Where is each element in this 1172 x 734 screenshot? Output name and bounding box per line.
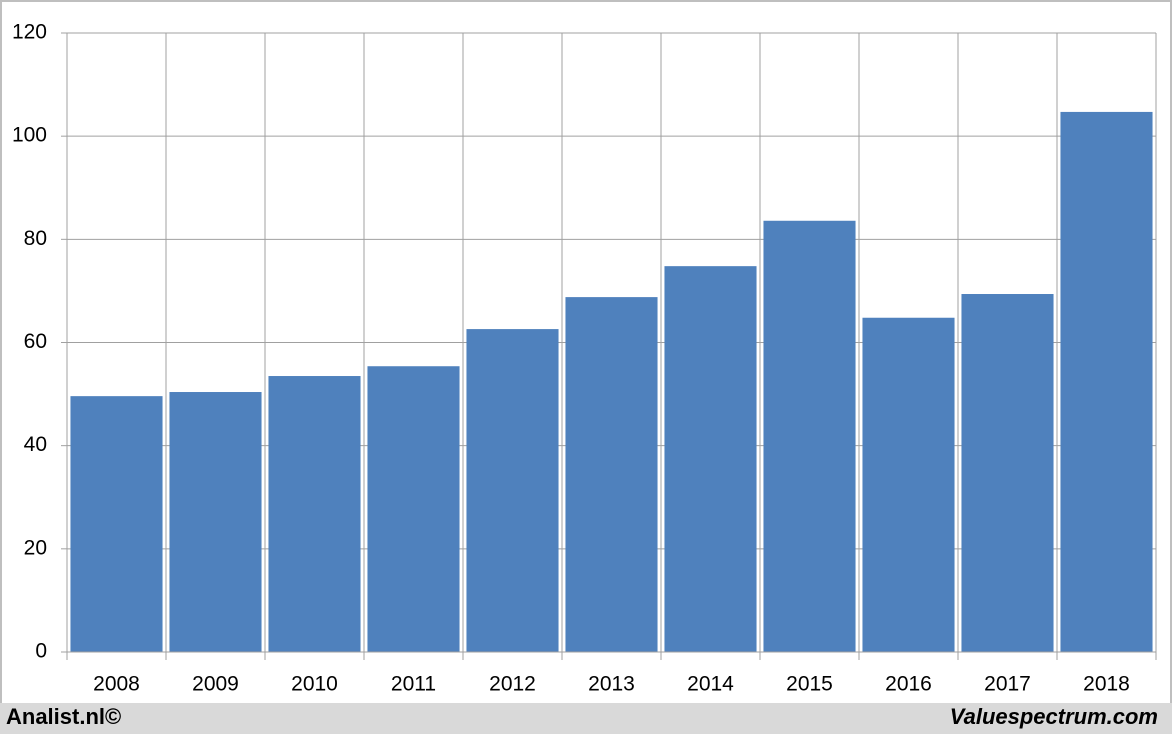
y-tick-label: 100 xyxy=(12,124,47,147)
bar xyxy=(1060,111,1153,653)
x-tick-label: 2014 xyxy=(687,673,734,696)
footer-left: Analist.nl© xyxy=(6,704,121,729)
bar xyxy=(169,392,262,652)
x-tick-label: 2017 xyxy=(984,673,1031,696)
x-tick-label: 2012 xyxy=(489,673,536,696)
bar xyxy=(70,396,163,652)
y-tick-label: 0 xyxy=(35,640,47,663)
bar xyxy=(763,220,856,652)
x-tick-label: 2016 xyxy=(885,673,932,696)
bar xyxy=(565,297,658,652)
y-tick-label: 120 xyxy=(12,21,47,44)
bar xyxy=(664,266,757,652)
x-tick-label: 2008 xyxy=(93,673,140,696)
x-tick-label: 2018 xyxy=(1083,673,1130,696)
x-tick-label: 2009 xyxy=(192,673,239,696)
footer-band xyxy=(0,703,1172,734)
x-tick-label: 2010 xyxy=(291,673,338,696)
y-tick-label: 20 xyxy=(24,536,47,559)
bar xyxy=(466,329,559,652)
y-tick-label: 80 xyxy=(24,227,47,250)
bar xyxy=(367,366,460,652)
y-tick-label: 40 xyxy=(24,433,47,456)
bar xyxy=(268,376,361,652)
x-tick-label: 2015 xyxy=(786,673,833,696)
y-tick-label: 60 xyxy=(24,330,47,353)
bar xyxy=(862,317,955,652)
footer-right: Valuespectrum.com xyxy=(950,704,1158,729)
bar xyxy=(961,294,1054,652)
x-tick-label: 2011 xyxy=(391,673,436,696)
x-tick-label: 2013 xyxy=(588,673,635,696)
